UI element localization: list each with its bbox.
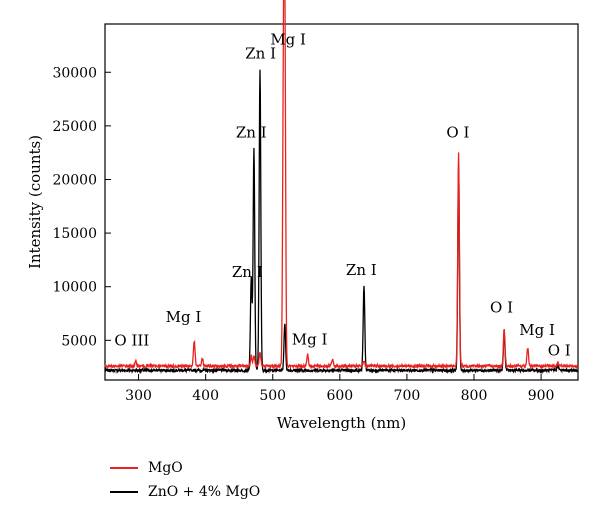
peak-label: Zn I <box>236 124 267 142</box>
peak-label: O III <box>114 332 149 350</box>
peak-label: O I <box>548 341 571 359</box>
x-axis-ticks: 300 400 500 600 700 800 900 <box>125 374 554 404</box>
series-line-zno-mgo <box>104 69 579 375</box>
y-tick-label: 30000 <box>52 65 97 81</box>
y-axis-ticks: 5000 10000 15000 20000 25000 30000 <box>52 65 111 349</box>
y-tick-label: 10000 <box>52 280 97 296</box>
y-axis-label: Intensity (counts) <box>26 135 44 269</box>
x-tick-label: 400 <box>192 388 219 404</box>
y-tick-label: 20000 <box>52 172 97 188</box>
plot-border <box>104 23 579 381</box>
peak-label: Mg I <box>270 30 306 48</box>
peak-label: Zn I <box>245 44 276 62</box>
peak-label: O I <box>446 124 469 142</box>
legend-swatch-zno-mgo <box>110 491 138 493</box>
peak-label: Mg I <box>292 331 328 349</box>
legend-label-mgo: MgO <box>148 460 183 476</box>
legend-swatch-mgo <box>110 467 138 469</box>
peak-label: Mg I <box>519 321 555 339</box>
peak-label: Zn I <box>346 261 377 279</box>
legend-item-zno-mgo: ZnO + 4% MgO <box>110 480 260 504</box>
x-tick-label: 900 <box>528 388 555 404</box>
x-tick-label: 300 <box>125 388 152 404</box>
legend-item-mgo: MgO <box>110 456 260 480</box>
legend-label-zno-mgo: ZnO + 4% MgO <box>148 484 261 500</box>
y-tick-label: 5000 <box>61 333 97 349</box>
y-tick-label: 15000 <box>52 226 97 242</box>
x-axis-label: Wavelength (nm) <box>277 414 406 432</box>
x-tick-label: 800 <box>461 388 488 404</box>
plot-frame <box>104 23 579 381</box>
x-tick-label: 600 <box>326 388 353 404</box>
series-layer <box>104 0 579 375</box>
peak-label: Mg I <box>166 308 202 326</box>
peak-label: Zn I <box>232 263 263 281</box>
peak-label: O I <box>490 298 513 316</box>
y-tick-label: 25000 <box>52 119 97 135</box>
series-line-mgo <box>104 0 579 370</box>
legend: MgO ZnO + 4% MgO <box>110 456 260 504</box>
x-tick-label: 700 <box>394 388 421 404</box>
x-tick-label: 500 <box>259 388 286 404</box>
